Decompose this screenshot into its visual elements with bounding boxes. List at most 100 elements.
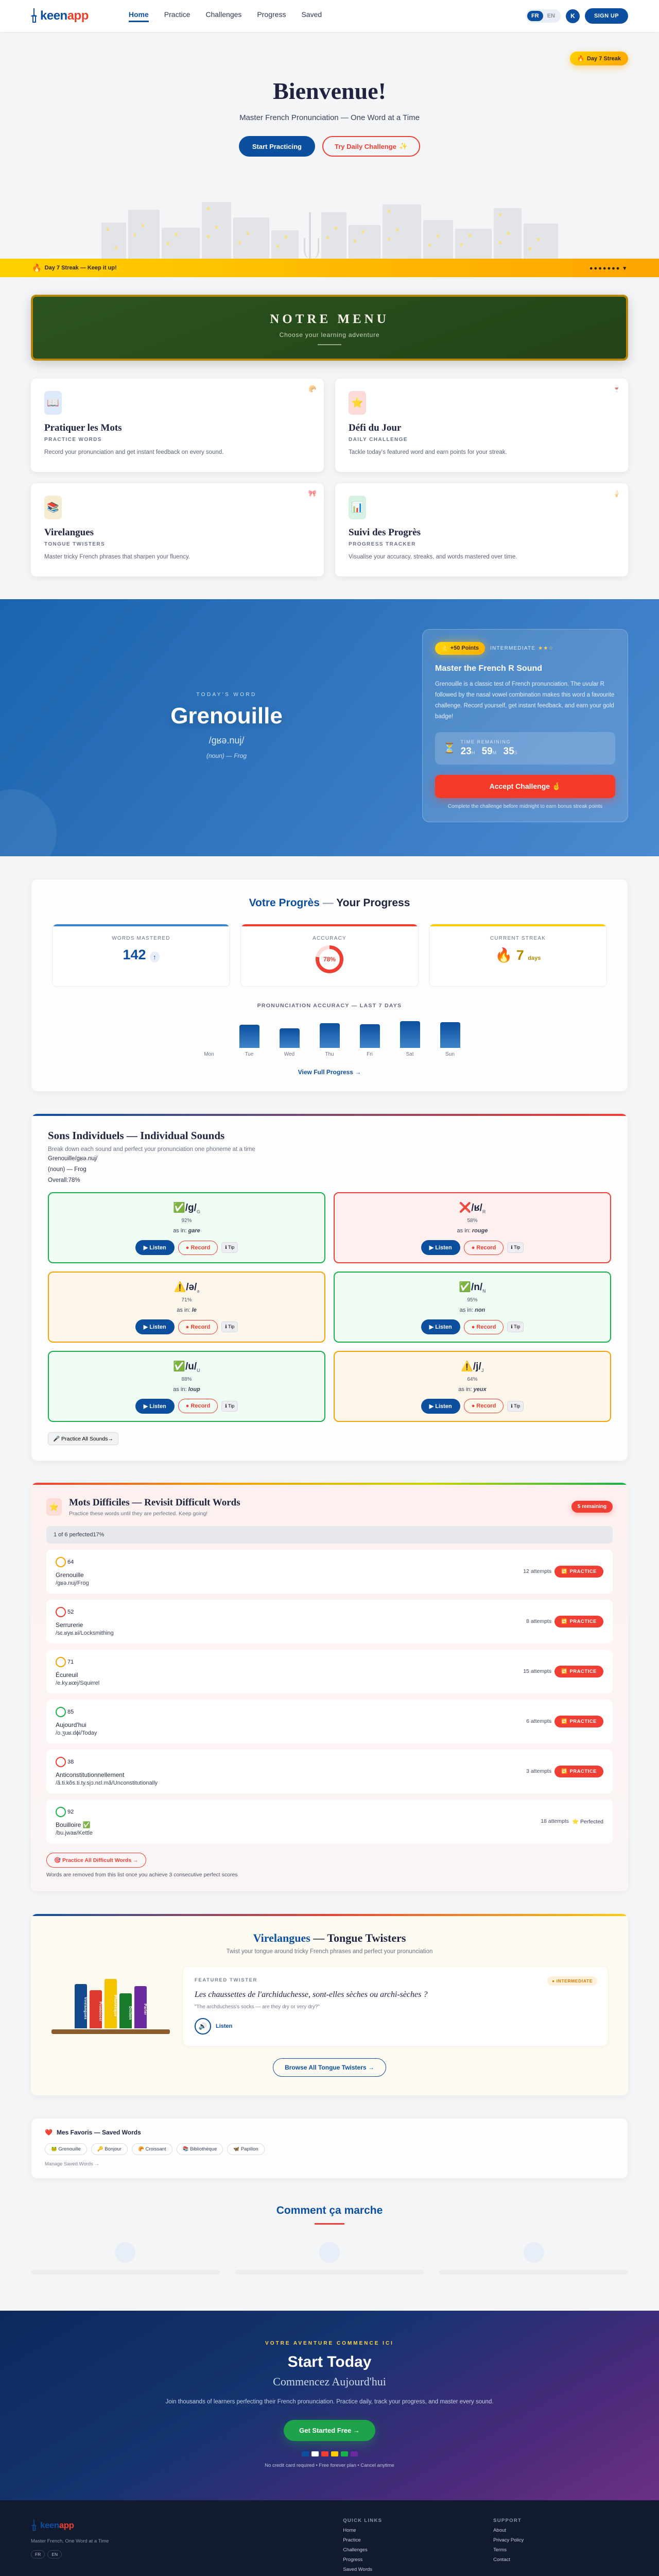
practice-button[interactable]: 🔁 PRACTICE [554, 1715, 603, 1727]
twisters-title-en: Tongue Twisters [327, 1931, 406, 1944]
building-silhouette [523, 224, 558, 259]
window-light [141, 224, 144, 227]
saved-word-chip[interactable]: 📚 Bibliothèque [176, 2143, 223, 2155]
footer-link[interactable]: Saved Words [343, 2566, 373, 2572]
heart-icon: ❤️ [45, 2128, 53, 2136]
flame-icon: 🔥 [32, 264, 42, 273]
record-button[interactable]: ● Record [463, 1319, 504, 1334]
brand-logo[interactable]: keenapp [31, 8, 89, 24]
difficult-word-row: 85 Aujourd'hui/o.ʒuʁ.dɸi/Today 6 attempts 🔁… [46, 1699, 613, 1743]
menu-card-kicker: PROGRESS TRACKER [349, 541, 416, 547]
view-full-progress-link[interactable]: View Full Progress → [298, 1068, 361, 1076]
practice-all-sounds-button[interactable]: 🎤 Practice All Sounds→ [48, 1432, 118, 1445]
speaker-icon[interactable]: 🔊 [195, 2018, 211, 2035]
record-button[interactable]: ● Record [463, 1399, 504, 1414]
building-silhouette [493, 208, 522, 259]
saved-word-chip[interactable]: 🦋 Papillon [227, 2143, 265, 2155]
record-button[interactable]: ● Record [463, 1240, 504, 1255]
nav-item-practice[interactable]: Practice [164, 10, 190, 19]
tip-button[interactable]: ℹ Tip [507, 1321, 524, 1333]
footer-link[interactable]: Privacy Policy [493, 2537, 524, 2543]
flag-swatch [301, 2451, 309, 2456]
sound-accuracy: 71% [181, 1297, 192, 1303]
listen-button[interactable]: ▶ Listen [421, 1319, 460, 1335]
saved-word-chip[interactable]: 🐸 Grenouille [45, 2143, 87, 2155]
stat-card: ACCURACY 78% [240, 923, 419, 987]
how-it-works-section: Comment ça marche [0, 2205, 659, 2275]
footer-link[interactable]: Challenges [343, 2547, 368, 2553]
menu-card[interactable]: 🍷 ⭐ Défi du Jour DAILY CHALLENGE Tackle toda… [335, 379, 628, 472]
footer-tagline: Master French, One Word at a Time [31, 2538, 109, 2544]
sound-example: as in: gare [173, 1228, 200, 1234]
saved-word-chip[interactable]: 🥐 Croissant [132, 2143, 172, 2155]
repeat-icon: 🔁 [561, 1618, 568, 1624]
tip-button[interactable]: ℹ Tip [221, 1321, 238, 1333]
cta-title: Start Today [287, 2353, 372, 2370]
menu-card-description: Visualise your accuracy, streaks, and wo… [349, 553, 517, 560]
bar-label: Thu [325, 1051, 334, 1057]
step-placeholder-line [439, 2269, 628, 2275]
listen-button[interactable]: ▶ Listen [421, 1398, 460, 1414]
language-toggle[interactable]: FR EN [526, 9, 561, 23]
star-icon: ⭐ [46, 1498, 62, 1516]
practice-all-difficult-button[interactable]: 🎯 Practice All Difficult Words → [46, 1852, 146, 1868]
footer-link[interactable]: About [493, 2527, 506, 2533]
flame-icon: 🔥 [495, 947, 513, 963]
listen-button[interactable]: ▶ Listen [135, 1398, 175, 1414]
footer-link[interactable]: Home [343, 2527, 356, 2533]
footer-link[interactable]: Terms [493, 2547, 507, 2553]
how-step [31, 2242, 220, 2275]
cta-fineprint: No credit card required • Free forever p… [265, 2462, 394, 2468]
nav-item-challenges[interactable]: Challenges [205, 10, 242, 19]
lang-option-en[interactable]: EN [547, 13, 555, 19]
saved-word-chip[interactable]: 🔑 Bonjour [91, 2143, 128, 2155]
nav-item-progress[interactable]: Progress [257, 10, 286, 19]
footer-link[interactable]: Progress [343, 2556, 363, 2563]
shelf-board [51, 2029, 170, 2034]
start-practicing-button[interactable]: Start Practicing [238, 136, 315, 157]
footer-lang-fr[interactable]: FR [31, 2550, 45, 2558]
tip-button[interactable]: ℹ Tip [507, 1242, 524, 1253]
menu-board-subtitle: Choose your learning adventure [279, 331, 380, 338]
manage-saved-words-link[interactable]: Manage Saved Words → [45, 2161, 99, 2167]
footer-link[interactable]: Contact [493, 2556, 510, 2563]
footer-logo[interactable]: keenapp [31, 2518, 327, 2533]
menu-card[interactable]: 🍦 📊 Suivi des Progrès PROGRESS TRACKER Visua… [335, 483, 628, 577]
stat-cards: WORDS MASTERED 142 ↑ ACCURACY 78% CURRENT ST… [52, 923, 607, 987]
bar-column: Tue [239, 1024, 259, 1057]
daily-challenge-label: Try Daily Challenge [334, 142, 396, 150]
hero-buttons: Start Practicing Try Daily Challenge ✨ [0, 136, 659, 157]
browse-all-twisters-button[interactable]: Browse All Tongue Twisters → [273, 2058, 386, 2077]
practice-button[interactable]: 🔁 PRACTICE [554, 1665, 603, 1677]
record-button[interactable]: ● Record [178, 1399, 218, 1414]
footer-link[interactable]: Practice [343, 2537, 361, 2543]
listen-button[interactable]: ▶ Listen [135, 1240, 175, 1256]
footer-lang-en[interactable]: EN [47, 2550, 62, 2558]
bar-label: Sat [406, 1051, 414, 1057]
book-spine: Virelangues [75, 1984, 87, 2028]
accept-challenge-button[interactable]: Accept Challenge 🤞 [435, 774, 615, 798]
listen-button[interactable]: ▶ Listen [421, 1240, 460, 1256]
try-daily-challenge-button[interactable]: Try Daily Challenge ✨ [322, 136, 421, 157]
tip-button[interactable]: ℹ Tip [507, 1400, 524, 1412]
practice-button[interactable]: 🔁 PRACTICE [554, 1565, 603, 1578]
book-spine: Phonetique [105, 1978, 117, 2028]
listen-button[interactable]: ▶ Listen [135, 1319, 175, 1335]
nav-item-saved[interactable]: Saved [301, 10, 322, 19]
tip-button[interactable]: ℹ Tip [221, 1242, 238, 1253]
record-button[interactable]: ● Record [178, 1240, 218, 1255]
practice-button[interactable]: 🔁 PRACTICE [554, 1765, 603, 1777]
nav-item-home[interactable]: Home [128, 10, 149, 22]
get-started-free-button[interactable]: Get Started Free → [284, 2419, 375, 2441]
lang-option-fr[interactable]: FR [527, 11, 543, 21]
avatar[interactable]: K [565, 9, 580, 23]
menu-card[interactable]: 🥐 📖 Pratiquer les Mots PRACTICE WORDS Record… [31, 379, 324, 472]
practice-button[interactable]: 🔁 PRACTICE [554, 1615, 603, 1628]
sign-up-button[interactable]: SIGN UP [584, 8, 628, 24]
word-ipa: /e.ky.ʁœj/Squirrel [56, 1680, 100, 1686]
sound-accuracy: 88% [181, 1376, 192, 1382]
menu-card[interactable]: 🎀 📚 Virelangues TONGUE TWISTERS Master trick… [31, 483, 324, 577]
record-button[interactable]: ● Record [178, 1319, 218, 1334]
tip-button[interactable]: ℹ Tip [221, 1400, 238, 1412]
streak-pill[interactable]: 🔥 Day 7 Streak [570, 52, 628, 65]
